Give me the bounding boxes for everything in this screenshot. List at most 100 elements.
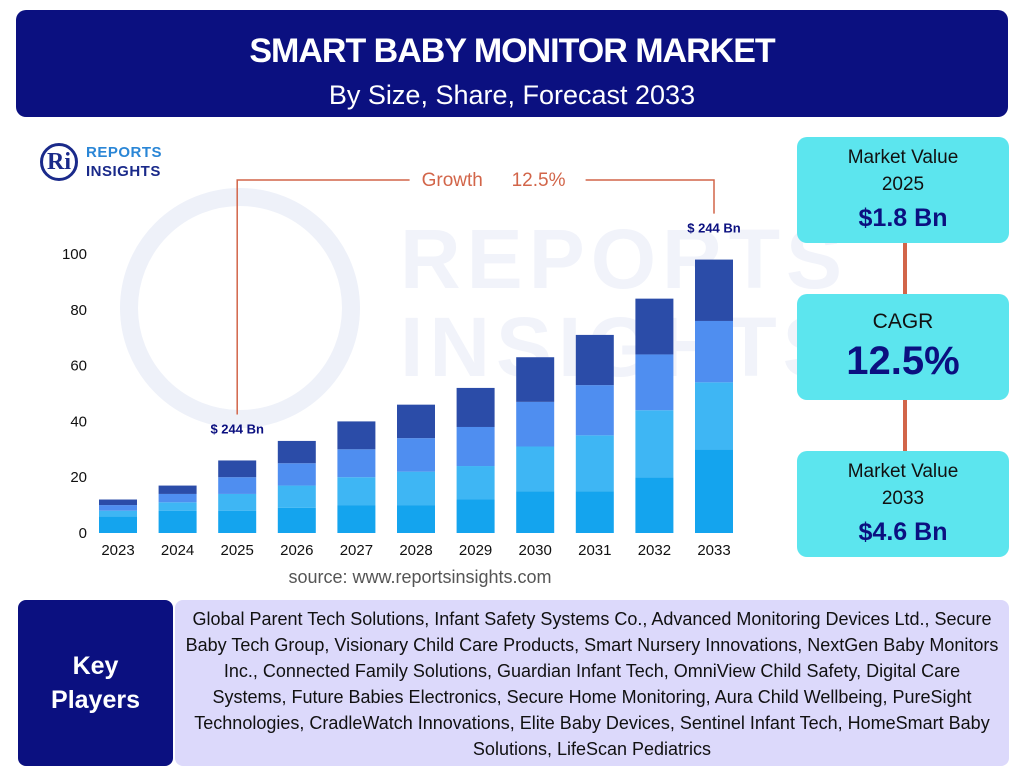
bar-segment: [337, 421, 376, 450]
bar-segment: [277, 507, 316, 533]
watermark-line1: REPORTS: [400, 212, 849, 306]
kpi-end-value: $4.6 Bn: [858, 518, 948, 546]
bar-segment: [456, 466, 495, 500]
bar-segment: [337, 449, 376, 478]
kpi-end-label: Market Value 2033: [797, 458, 1009, 512]
bar-value-annotation: $ 244 Bn: [687, 221, 741, 236]
bar-segment: [695, 382, 733, 450]
kpi-market-value-end: Market Value 2033 $4.6 Bn: [797, 451, 1009, 557]
y-tick-label: 40: [70, 413, 87, 430]
y-tick-label: 20: [70, 469, 87, 486]
y-tick-label: 60: [70, 358, 87, 375]
kpi-cagr-value: 12.5%: [846, 339, 960, 383]
bar-segment: [635, 477, 674, 533]
bar-segment: [575, 385, 614, 436]
bar-segment: [397, 438, 435, 472]
x-tick-label: 2030: [519, 542, 552, 559]
header-banner: SMART BABY MONITOR MARKET By Size, Share…: [16, 10, 1008, 117]
bar-value-annotation: $ 244 Bn: [210, 421, 264, 436]
growth-bracket: Growth 12.5%: [236, 170, 715, 415]
bar-segment: [158, 493, 197, 503]
bar-segment: [99, 510, 137, 517]
bar-segment: [337, 505, 376, 533]
kpi-start-label-line1: Market Value: [847, 147, 959, 168]
x-tick-label: 2032: [638, 542, 671, 559]
bar-segment: [218, 510, 257, 533]
growth-line-left: [236, 179, 410, 415]
bar-segment: [218, 460, 257, 478]
watermark-line2: INSIGHTS: [400, 300, 845, 394]
x-tick-label: 2033: [697, 542, 730, 559]
bar-segment: [635, 354, 674, 411]
kpi-end-label-line1: Market Value: [847, 461, 959, 482]
y-tick-label: 100: [62, 246, 87, 263]
x-tick-label: 2027: [340, 542, 373, 559]
bar-segment: [99, 516, 137, 533]
watermark-text: REPORTS INSIGHTS: [400, 215, 848, 391]
bar-segment: [456, 387, 495, 427]
kpi-connector-bottom: [903, 400, 907, 451]
x-tick-label: 2023: [101, 542, 134, 559]
key-players-label-line2: Players: [51, 686, 140, 714]
bar-segment: [635, 410, 674, 478]
key-players-label-line1: Key: [72, 652, 119, 680]
source-note: source: www.reportsinsights.com: [288, 567, 552, 587]
bar-segment: [575, 491, 614, 533]
key-players-label: Key Players: [18, 600, 173, 766]
x-tick-label: 2029: [459, 542, 492, 559]
bar-segment: [397, 404, 435, 439]
x-tick-label: 2026: [280, 542, 313, 559]
y-axis: 0 20 40 60 80 100: [62, 246, 87, 542]
page-title: SMART BABY MONITOR MARKET: [249, 32, 775, 70]
bar-segment: [99, 499, 137, 506]
growth-value: 12.5%: [512, 170, 566, 191]
bar-segment: [158, 485, 197, 494]
logo-mark: Ri: [47, 149, 71, 175]
kpi-end-label-line2: 2033: [881, 488, 925, 509]
growth-label: Growth: [422, 170, 483, 191]
x-tick-label: 2028: [399, 542, 432, 559]
x-tick-label: 2024: [161, 542, 194, 559]
bar-segment: [695, 259, 733, 321]
bar-segment: [695, 320, 733, 383]
kpi-connector-top: [903, 243, 907, 294]
logo-mark-icon: Ri: [40, 143, 78, 181]
bar-segment: [218, 477, 257, 494]
bar-segment: [337, 477, 376, 506]
key-players-list: Global Parent Tech Solutions, Infant Saf…: [175, 600, 1009, 766]
logo-word-insights: INSIGHTS: [86, 163, 161, 180]
bar-segment: [635, 298, 674, 355]
bar-segment: [456, 499, 495, 533]
x-axis: 2023 2024 2025 2026 2027 2028 2029 2030 2031 2032…: [101, 542, 730, 559]
y-tick-label: 80: [70, 302, 87, 319]
logo-word-reports: REPORTS: [86, 144, 163, 161]
bar-segment: [397, 471, 435, 506]
bar-segment: [218, 493, 257, 511]
kpi-start-label-line2: 2025: [881, 174, 925, 195]
page-subtitle: By Size, Share, Forecast 2033: [328, 80, 696, 110]
bar-segment: [158, 510, 197, 533]
bar-segment: [695, 449, 733, 533]
kpi-start-label: Market Value 2025: [797, 144, 1009, 198]
x-tick-label: 2025: [221, 542, 254, 559]
bar-segment: [277, 440, 316, 464]
bar-segment: [575, 334, 614, 386]
bar-segment: [516, 446, 555, 492]
bar-segment: [158, 502, 197, 511]
bar-segment: [575, 435, 614, 492]
brand-logo: Ri REPORTS INSIGHTS: [40, 143, 180, 187]
kpi-start-value: $1.8 Bn: [858, 204, 948, 232]
bar-segment: [397, 505, 435, 533]
bar-segment: [516, 357, 555, 402]
bar-segment: [516, 401, 555, 447]
bar-segment: [516, 491, 555, 533]
bar-series: [99, 259, 733, 533]
x-tick-label: 2031: [578, 542, 611, 559]
kpi-cagr: CAGR 12.5%: [797, 294, 1009, 400]
bar-segment: [277, 485, 316, 508]
kpi-market-value-start: Market Value 2025 $1.8 Bn: [797, 137, 1009, 243]
bar-annotations: $ 244 Bn $ 244 Bn: [210, 221, 740, 437]
kpi-cagr-label: CAGR: [872, 310, 934, 333]
bar-segment: [99, 505, 137, 511]
